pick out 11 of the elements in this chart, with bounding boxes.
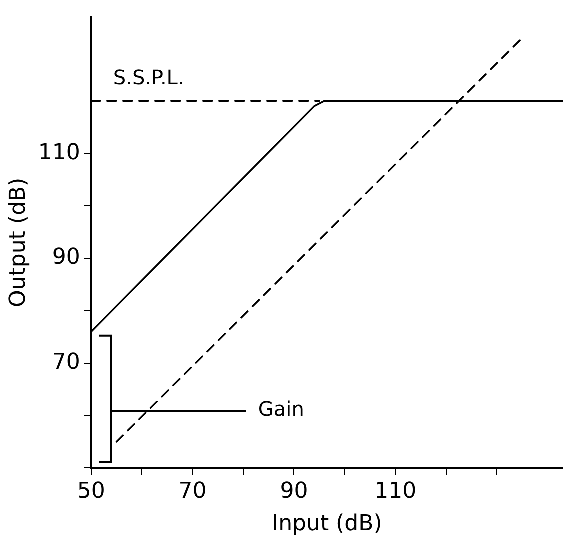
x-tick-label: 70 [178, 479, 207, 504]
y-tick-label: 110 [38, 140, 80, 166]
annotation: Gain [258, 397, 304, 422]
annotation: S.S.P.L. [113, 65, 184, 90]
y-tick-label: 70 [52, 350, 80, 376]
x-tick-label: 110 [374, 479, 417, 504]
x-tick-label: 50 [77, 479, 106, 504]
y-axis-title: Output (dB) [6, 178, 31, 308]
y-tick-label: 90 [52, 245, 80, 270]
x-axis-title: Input (dB) [272, 512, 382, 537]
x-tick-label: 90 [280, 479, 308, 504]
